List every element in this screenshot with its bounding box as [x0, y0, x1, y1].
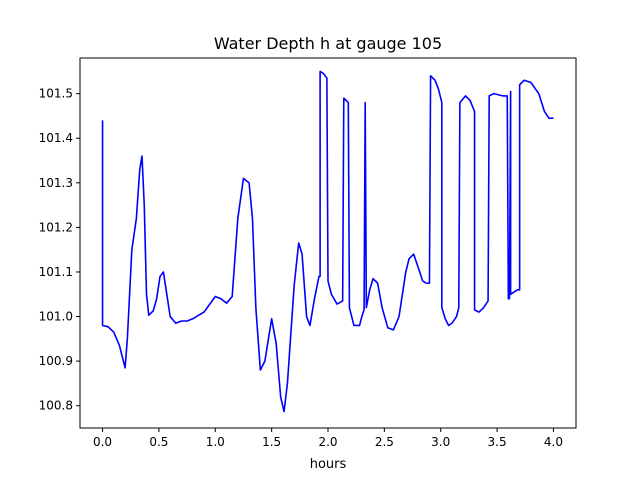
series-line-group	[101, 70, 554, 413]
chart-title: Water Depth h at gauge 105	[214, 34, 442, 53]
y-tick-label: 101.4	[39, 131, 73, 145]
y-tick-label: 101.1	[39, 265, 73, 279]
y-tick-label: 100.9	[39, 354, 73, 368]
y-tick-label: 100.8	[39, 399, 73, 413]
x-tick-label: 2.5	[375, 435, 394, 449]
x-axis-label: hours	[310, 457, 347, 472]
y-tick-label: 101.0	[39, 310, 73, 324]
series-line-0	[101, 70, 554, 413]
x-tick-label: 2.0	[318, 435, 337, 449]
x-tick-label: 0.0	[93, 435, 112, 449]
y-axis-ticks: 100.8 100.9 101.0 101.1 101.2 101.3 101.4 101.5	[39, 87, 80, 413]
y-tick-label: 101.3	[39, 176, 73, 190]
x-tick-label: 3.0	[431, 435, 450, 449]
y-tick-label: 101.2	[39, 220, 73, 234]
x-tick-label: 4.0	[544, 435, 563, 449]
x-tick-label: 0.5	[149, 435, 168, 449]
x-tick-label: 3.5	[488, 435, 507, 449]
y-tick-label: 101.5	[39, 87, 73, 101]
x-axis-ticks: 0.0 0.5 1.0 1.5 2.0 2.5 3.0 3.5 4.0	[93, 428, 563, 449]
x-tick-label: 1.0	[206, 435, 225, 449]
x-tick-label: 1.5	[262, 435, 281, 449]
